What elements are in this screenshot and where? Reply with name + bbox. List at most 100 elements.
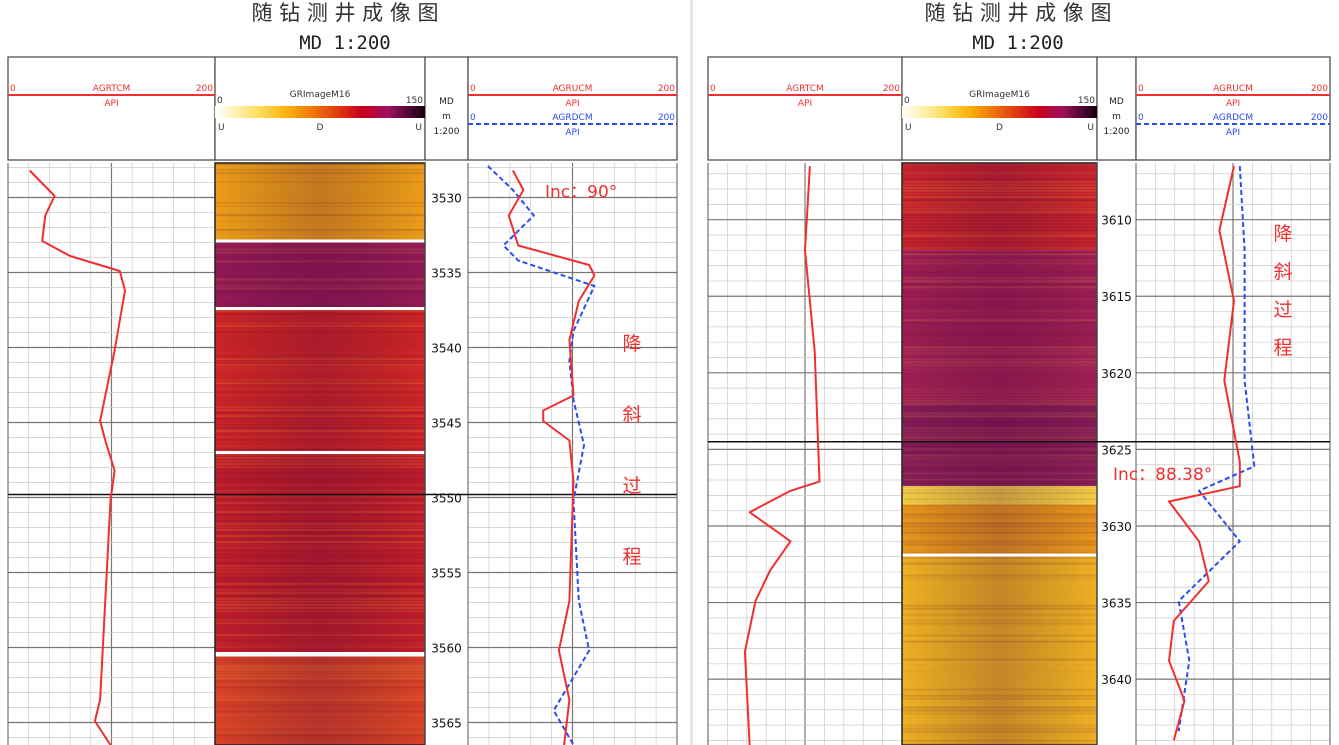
scale-min: 0 xyxy=(710,84,716,94)
image-shading xyxy=(902,504,1097,554)
image-shading xyxy=(902,486,1097,505)
curve-unit: API xyxy=(1226,99,1240,109)
scale-max: 200 xyxy=(658,84,675,94)
image-shading xyxy=(215,454,425,652)
scale-max: 200 xyxy=(658,113,675,123)
process-annotation-char: 程 xyxy=(1273,337,1292,359)
header-cell xyxy=(7,56,216,161)
depth-tick-label: 3625 xyxy=(1101,443,1132,457)
curve-name: AGRTCM xyxy=(786,84,824,94)
image-band xyxy=(215,652,425,657)
curve-name: AGRDCM xyxy=(1213,113,1253,123)
image-name: GRImageM16 xyxy=(290,90,351,100)
curve-agrdcm xyxy=(1177,166,1256,732)
depth-header-scale: 1:200 xyxy=(1104,127,1130,137)
colorbar-min: 0 xyxy=(217,96,223,106)
header-cell xyxy=(424,56,469,161)
header-cell xyxy=(1096,56,1137,161)
curve-unit: API xyxy=(565,128,579,138)
image-shading xyxy=(215,310,425,451)
scale-max: 200 xyxy=(1311,113,1328,123)
process-annotation-char: 降 xyxy=(1273,223,1292,245)
depth-header-scale: 1:200 xyxy=(434,127,460,137)
image-band xyxy=(215,239,425,243)
colorbar-max: 150 xyxy=(1078,96,1095,106)
curve-agrucm xyxy=(1168,165,1241,741)
depth-tick-label: 3530 xyxy=(431,192,462,206)
curve-unit: API xyxy=(104,99,118,109)
image-shading xyxy=(215,163,425,240)
curve-unit: API xyxy=(565,99,579,109)
depth-tick-label: 3565 xyxy=(431,717,462,731)
image-shading xyxy=(902,250,1097,404)
colorbar xyxy=(902,106,1097,118)
panel-divider xyxy=(690,0,693,745)
colorbar-label: U xyxy=(1087,123,1094,133)
colorbar-label: D xyxy=(317,123,324,133)
scale-max: 200 xyxy=(883,84,900,94)
scale-min: 0 xyxy=(470,113,476,123)
log-panel-1: 随 钻 测 井 成 像 图 MD 1:200 0 AGRTCM 200 API 0 AGRUC… xyxy=(7,1,678,745)
scale-min: 0 xyxy=(1138,84,1144,94)
depth-tick-label: 3560 xyxy=(431,642,462,656)
panel-title: 随 钻 测 井 成 像 图 xyxy=(251,1,438,25)
depth-tick-label: 3535 xyxy=(431,267,462,281)
inclination-annotation: Inc：88.38° xyxy=(1113,465,1212,485)
process-annotation-char: 过 xyxy=(622,475,641,497)
depth-header-label: MD xyxy=(1109,97,1124,107)
scale-min: 0 xyxy=(1138,113,1144,123)
depth-header-unit: m xyxy=(442,112,451,122)
scale-max: 200 xyxy=(196,84,213,94)
depth-tick-label: 3610 xyxy=(1101,214,1132,228)
scale-min: 0 xyxy=(470,84,476,94)
depth-tick-label: 3640 xyxy=(1101,673,1132,687)
curve-name: AGRUCM xyxy=(553,84,593,94)
depth-header-label: MD xyxy=(439,97,454,107)
curve-name: AGRTCM xyxy=(93,84,131,94)
depth-tick-label: 3550 xyxy=(431,492,462,506)
inclination-annotation: Inc：90° xyxy=(545,183,617,203)
depth-header-unit: m xyxy=(1112,112,1121,122)
header-cell xyxy=(1135,56,1331,161)
process-annotation-char: 斜 xyxy=(622,404,641,426)
depth-tick-label: 3615 xyxy=(1101,290,1132,304)
curve-unit: API xyxy=(1226,128,1240,138)
curve-unit: API xyxy=(798,99,812,109)
panel-title: 随 钻 测 井 成 像 图 xyxy=(924,1,1111,25)
panel-subtitle: MD 1:200 xyxy=(972,32,1064,54)
depth-tick-label: 3545 xyxy=(431,417,462,431)
image-shading xyxy=(215,242,425,307)
image-shading xyxy=(902,556,1097,745)
log-panel-2: 随 钻 测 井 成 像 图 MD 1:200 0 AGRTCM 200 API 0 AGRUC… xyxy=(707,1,1331,745)
image-name: GRImageM16 xyxy=(969,90,1030,100)
depth-tick-label: 3635 xyxy=(1101,597,1132,611)
curve-name: AGRDCM xyxy=(552,113,592,123)
colorbar xyxy=(215,106,425,118)
image-shading xyxy=(902,403,1097,487)
depth-tick-label: 3630 xyxy=(1101,520,1132,534)
image-shading xyxy=(215,656,425,745)
header-cell xyxy=(707,56,903,161)
depth-tick-label: 3620 xyxy=(1101,367,1132,381)
depth-tick-label: 3555 xyxy=(431,567,462,581)
image-band xyxy=(902,553,1097,557)
curve-agrtcm xyxy=(28,169,126,745)
process-annotation-char: 过 xyxy=(1273,299,1292,321)
image-shading xyxy=(902,163,1097,251)
process-annotation-char: 降 xyxy=(622,333,641,355)
colorbar-label: U xyxy=(218,123,225,133)
header-cell xyxy=(467,56,678,161)
curve-name: AGRUCM xyxy=(1213,84,1253,94)
image-band xyxy=(215,307,425,310)
curve-agrucm xyxy=(507,170,596,745)
process-annotation-char: 斜 xyxy=(1273,261,1292,283)
colorbar-label: D xyxy=(996,123,1003,133)
curve-agrtcm xyxy=(743,166,821,745)
depth-tick-label: 3540 xyxy=(431,342,462,356)
image-band xyxy=(215,451,425,454)
colorbar-label: U xyxy=(905,123,912,133)
panel-subtitle: MD 1:200 xyxy=(299,32,391,54)
curve-agrdcm xyxy=(487,165,596,745)
colorbar-max: 150 xyxy=(406,96,423,106)
